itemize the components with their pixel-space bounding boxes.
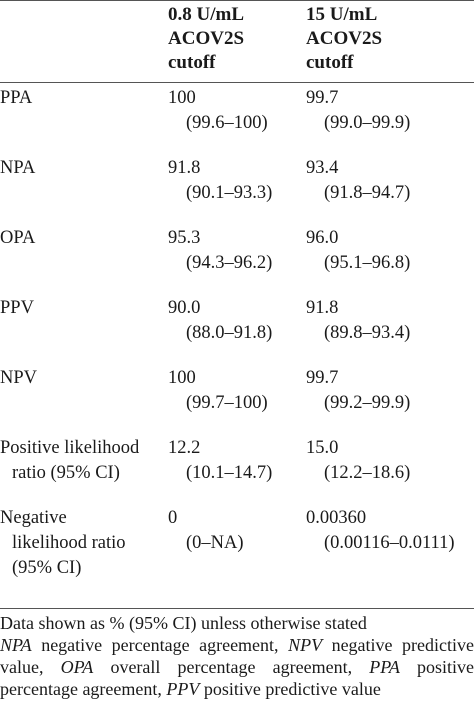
- row-label-line: OPA: [0, 228, 36, 248]
- cell-value-0.8: 100: [168, 88, 196, 108]
- footnote-abbreviations: NPA negative percentage agreement, NPV n…: [0, 634, 474, 700]
- cell-ci-0.8: (10.1–14.7): [186, 463, 273, 483]
- cell-ci-15: (99.0–99.9): [324, 113, 411, 133]
- cell-ci-15: (91.8–94.7): [324, 183, 411, 203]
- row-label-line: Negative: [0, 508, 67, 528]
- abbreviation-term: NPV: [288, 635, 323, 655]
- table-row: PPA 100 (99.6–100) 99.7 (99.0–99.9): [0, 86, 474, 156]
- cell-value-0.8: 12.2: [168, 438, 201, 458]
- cell-value-15: 0.00360: [306, 508, 367, 528]
- cell-ci-0.8: (94.3–96.2): [186, 253, 273, 273]
- row-label-line: Positive likelihood: [0, 438, 140, 458]
- row-label: OPA: [0, 226, 35, 251]
- cell-value-15: 99.7: [306, 368, 339, 388]
- cell-ci-15: (12.2–18.6): [324, 463, 411, 483]
- cell-ci-0.8: (90.1–93.3): [186, 183, 273, 203]
- cell-ci-0.8: (99.7–100): [186, 393, 268, 413]
- header-rule: [0, 82, 474, 83]
- header-col-0.8-cutoff: 0.8 U/mL ACOV2S cutoff: [168, 3, 244, 75]
- cell-value-0.8: 100: [168, 368, 196, 388]
- table-row: NPV 100 (99.7–100) 99.7 (99.2–99.9): [0, 366, 474, 436]
- row-label-line: NPA: [0, 158, 36, 178]
- table-bottom-rule: [0, 608, 474, 609]
- abbreviation-definition: overall percentage agreement,: [110, 657, 370, 677]
- cell-ci-0.8: (99.6–100): [186, 113, 268, 133]
- cell-value-15: 15.0: [306, 438, 339, 458]
- abbreviation-term: PPV: [166, 679, 200, 699]
- table-body: PPA 100 (99.6–100) 99.7 (99.0–99.9) NPA 91.8 (9…: [0, 86, 474, 602]
- table-top-rule: [0, 0, 474, 1]
- row-label-line: likelihood ratio: [12, 533, 126, 553]
- table-row: OPA 95.3 (94.3–96.2) 96.0 (95.1–96.8): [0, 226, 474, 296]
- row-label: Positive likelihood ratio (95% CI): [0, 436, 139, 486]
- row-label-line: ratio (95% CI): [12, 463, 120, 483]
- table-footnote: Data shown as % (95% CI) unless otherwis…: [0, 612, 474, 700]
- row-label: PPV: [0, 296, 34, 321]
- cell-value-15: 96.0: [306, 228, 339, 248]
- cell-ci-15: (95.1–96.8): [324, 253, 411, 273]
- header-line: 15 U/mL: [306, 4, 378, 25]
- row-label: NPV: [0, 366, 37, 391]
- abbreviation-term: PPA: [369, 657, 400, 677]
- cell-value-0.8: 91.8: [168, 158, 201, 178]
- table-row: Positive likelihood ratio (95% CI) 12.2 (10…: [0, 436, 474, 506]
- header-line: 0.8 U/mL: [168, 4, 244, 25]
- cell-ci-15: (89.8–93.4): [324, 323, 411, 343]
- row-label-line: PPA: [0, 88, 33, 108]
- cell-ci-15: (0.00116–0.0111): [324, 533, 455, 553]
- header-col-15-cutoff: 15 U/mL ACOV2S cutoff: [306, 3, 382, 75]
- abbreviation-definition: positive percentage agreement,: [0, 657, 474, 699]
- row-label-line: PPV: [0, 298, 34, 318]
- cell-ci-0.8: (88.0–91.8): [186, 323, 273, 343]
- cell-value-15: 93.4: [306, 158, 339, 178]
- header-line: cutoff: [168, 52, 216, 73]
- row-label: Negative likelihood ratio (95% CI): [0, 506, 126, 581]
- cell-value-15: 99.7: [306, 88, 339, 108]
- cell-value-15: 91.8: [306, 298, 339, 318]
- cell-value-0.8: 95.3: [168, 228, 201, 248]
- cell-ci-15: (99.2–99.9): [324, 393, 411, 413]
- abbreviation-term: OPA: [60, 657, 94, 677]
- table-row: Negative likelihood ratio (95% CI) 0 (0–NA) 0…: [0, 506, 474, 602]
- header-line: ACOV2S: [168, 28, 245, 49]
- table-row: NPA 91.8 (90.1–93.3) 93.4 (91.8–94.7): [0, 156, 474, 226]
- cell-value-0.8: 90.0: [168, 298, 201, 318]
- header-line: ACOV2S: [306, 28, 383, 49]
- header-line: cutoff: [306, 52, 354, 73]
- footnote-data-note: Data shown as % (95% CI) unless otherwis…: [0, 613, 367, 633]
- abbreviation-definition: positive predictive value: [203, 679, 381, 699]
- abbreviation-definition: negative predictive value,: [0, 635, 474, 677]
- table-row: PPV 90.0 (88.0–91.8) 91.8 (89.8–93.4): [0, 296, 474, 366]
- cell-value-0.8: 0: [168, 508, 178, 528]
- abbreviation-term: NPA: [0, 635, 32, 655]
- row-label-line: NPV: [0, 368, 38, 388]
- cell-ci-0.8: (0–NA): [186, 533, 244, 553]
- row-label: NPA: [0, 156, 35, 181]
- row-label: PPA: [0, 86, 32, 111]
- row-label-line: (95% CI): [12, 558, 82, 578]
- abbreviation-definition: negative percentage agreement,: [41, 635, 289, 655]
